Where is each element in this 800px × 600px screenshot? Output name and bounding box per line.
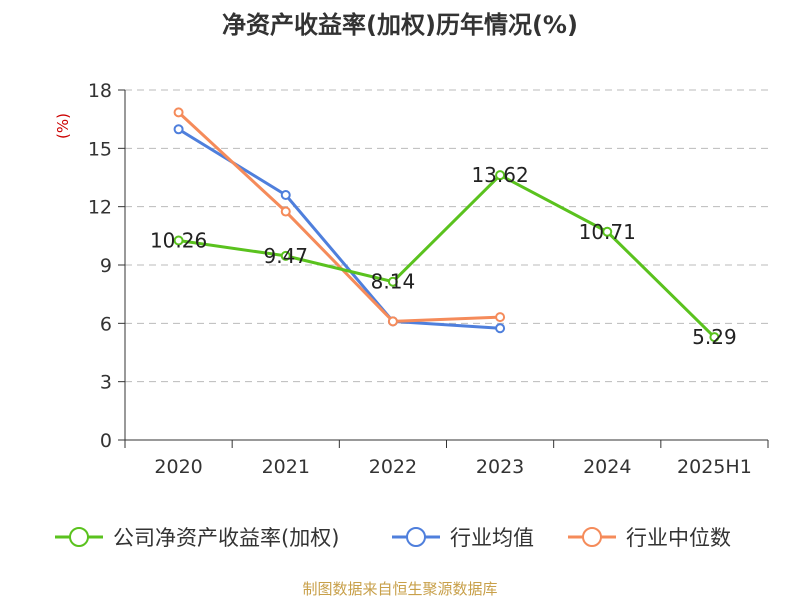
source-note: 制图数据来自恒生聚源数据库 [302, 580, 497, 598]
x-tick-label: 2023 [476, 456, 524, 478]
data-point [280, 206, 291, 217]
data-point [495, 323, 506, 334]
grid-lines [125, 89, 768, 383]
data-label: 9.47 [263, 244, 308, 268]
x-tick-label: 2022 [369, 456, 417, 478]
y-tick-label: 15 [88, 138, 112, 160]
data-point [602, 226, 613, 237]
x-tick-label: 2021 [262, 456, 310, 478]
data-point [387, 316, 398, 327]
data-point [387, 276, 398, 287]
data-label: 8.14 [371, 270, 416, 294]
x-tick-label: 2025H1 [677, 456, 752, 478]
series-line [178, 173, 716, 339]
data-label: 5.29 [692, 325, 737, 349]
chart-title: 净资产收益率(加权)历年情况(%) [222, 11, 578, 39]
legend-marker [69, 527, 89, 547]
legend-marker [582, 527, 602, 547]
series-line [177, 111, 501, 323]
data-labels: 10.26 9.47 8.14 13.62 10.71 5.29 [150, 163, 737, 349]
y-tick-label: 3 [100, 372, 112, 394]
data-label: 13.62 [471, 163, 528, 187]
legend-item: 行业均值 [392, 526, 534, 550]
data-point [280, 250, 291, 261]
legend-item: 行业中位数 [568, 526, 731, 550]
y-tick-label: 18 [88, 80, 112, 102]
x-tick-label: 2024 [583, 456, 631, 478]
series-lines [173, 107, 720, 343]
y-tick-label: 12 [88, 197, 112, 219]
legend-label: 公司净资产收益率(加权) [113, 526, 339, 550]
legend-label: 行业均值 [450, 526, 534, 550]
data-point [495, 170, 506, 181]
legend: 公司净资产收益率(加权) 行业均值 行业中位数 [55, 526, 731, 550]
data-label: 10.26 [150, 229, 207, 253]
legend-item: 公司净资产收益率(加权) [55, 526, 339, 550]
y-tick-label: 6 [100, 313, 112, 335]
data-point [280, 190, 291, 200]
axes: 0 3 6 9 12 15 18 2020 2021 2022 2023 2024 2025H1 [88, 80, 769, 478]
legend-label: 行业中位数 [626, 526, 731, 550]
y-tick-label: 9 [100, 255, 112, 277]
data-point [173, 124, 184, 135]
x-tick-label: 2020 [154, 456, 202, 478]
y-axis-label: (%) [54, 113, 72, 139]
data-point [173, 107, 184, 118]
y-tick-label: 0 [100, 430, 112, 452]
data-point [173, 235, 184, 246]
data-point [709, 332, 720, 343]
data-label: 10.71 [579, 220, 636, 244]
legend-marker [406, 527, 426, 547]
data-point [495, 312, 506, 323]
series-line [177, 127, 501, 330]
